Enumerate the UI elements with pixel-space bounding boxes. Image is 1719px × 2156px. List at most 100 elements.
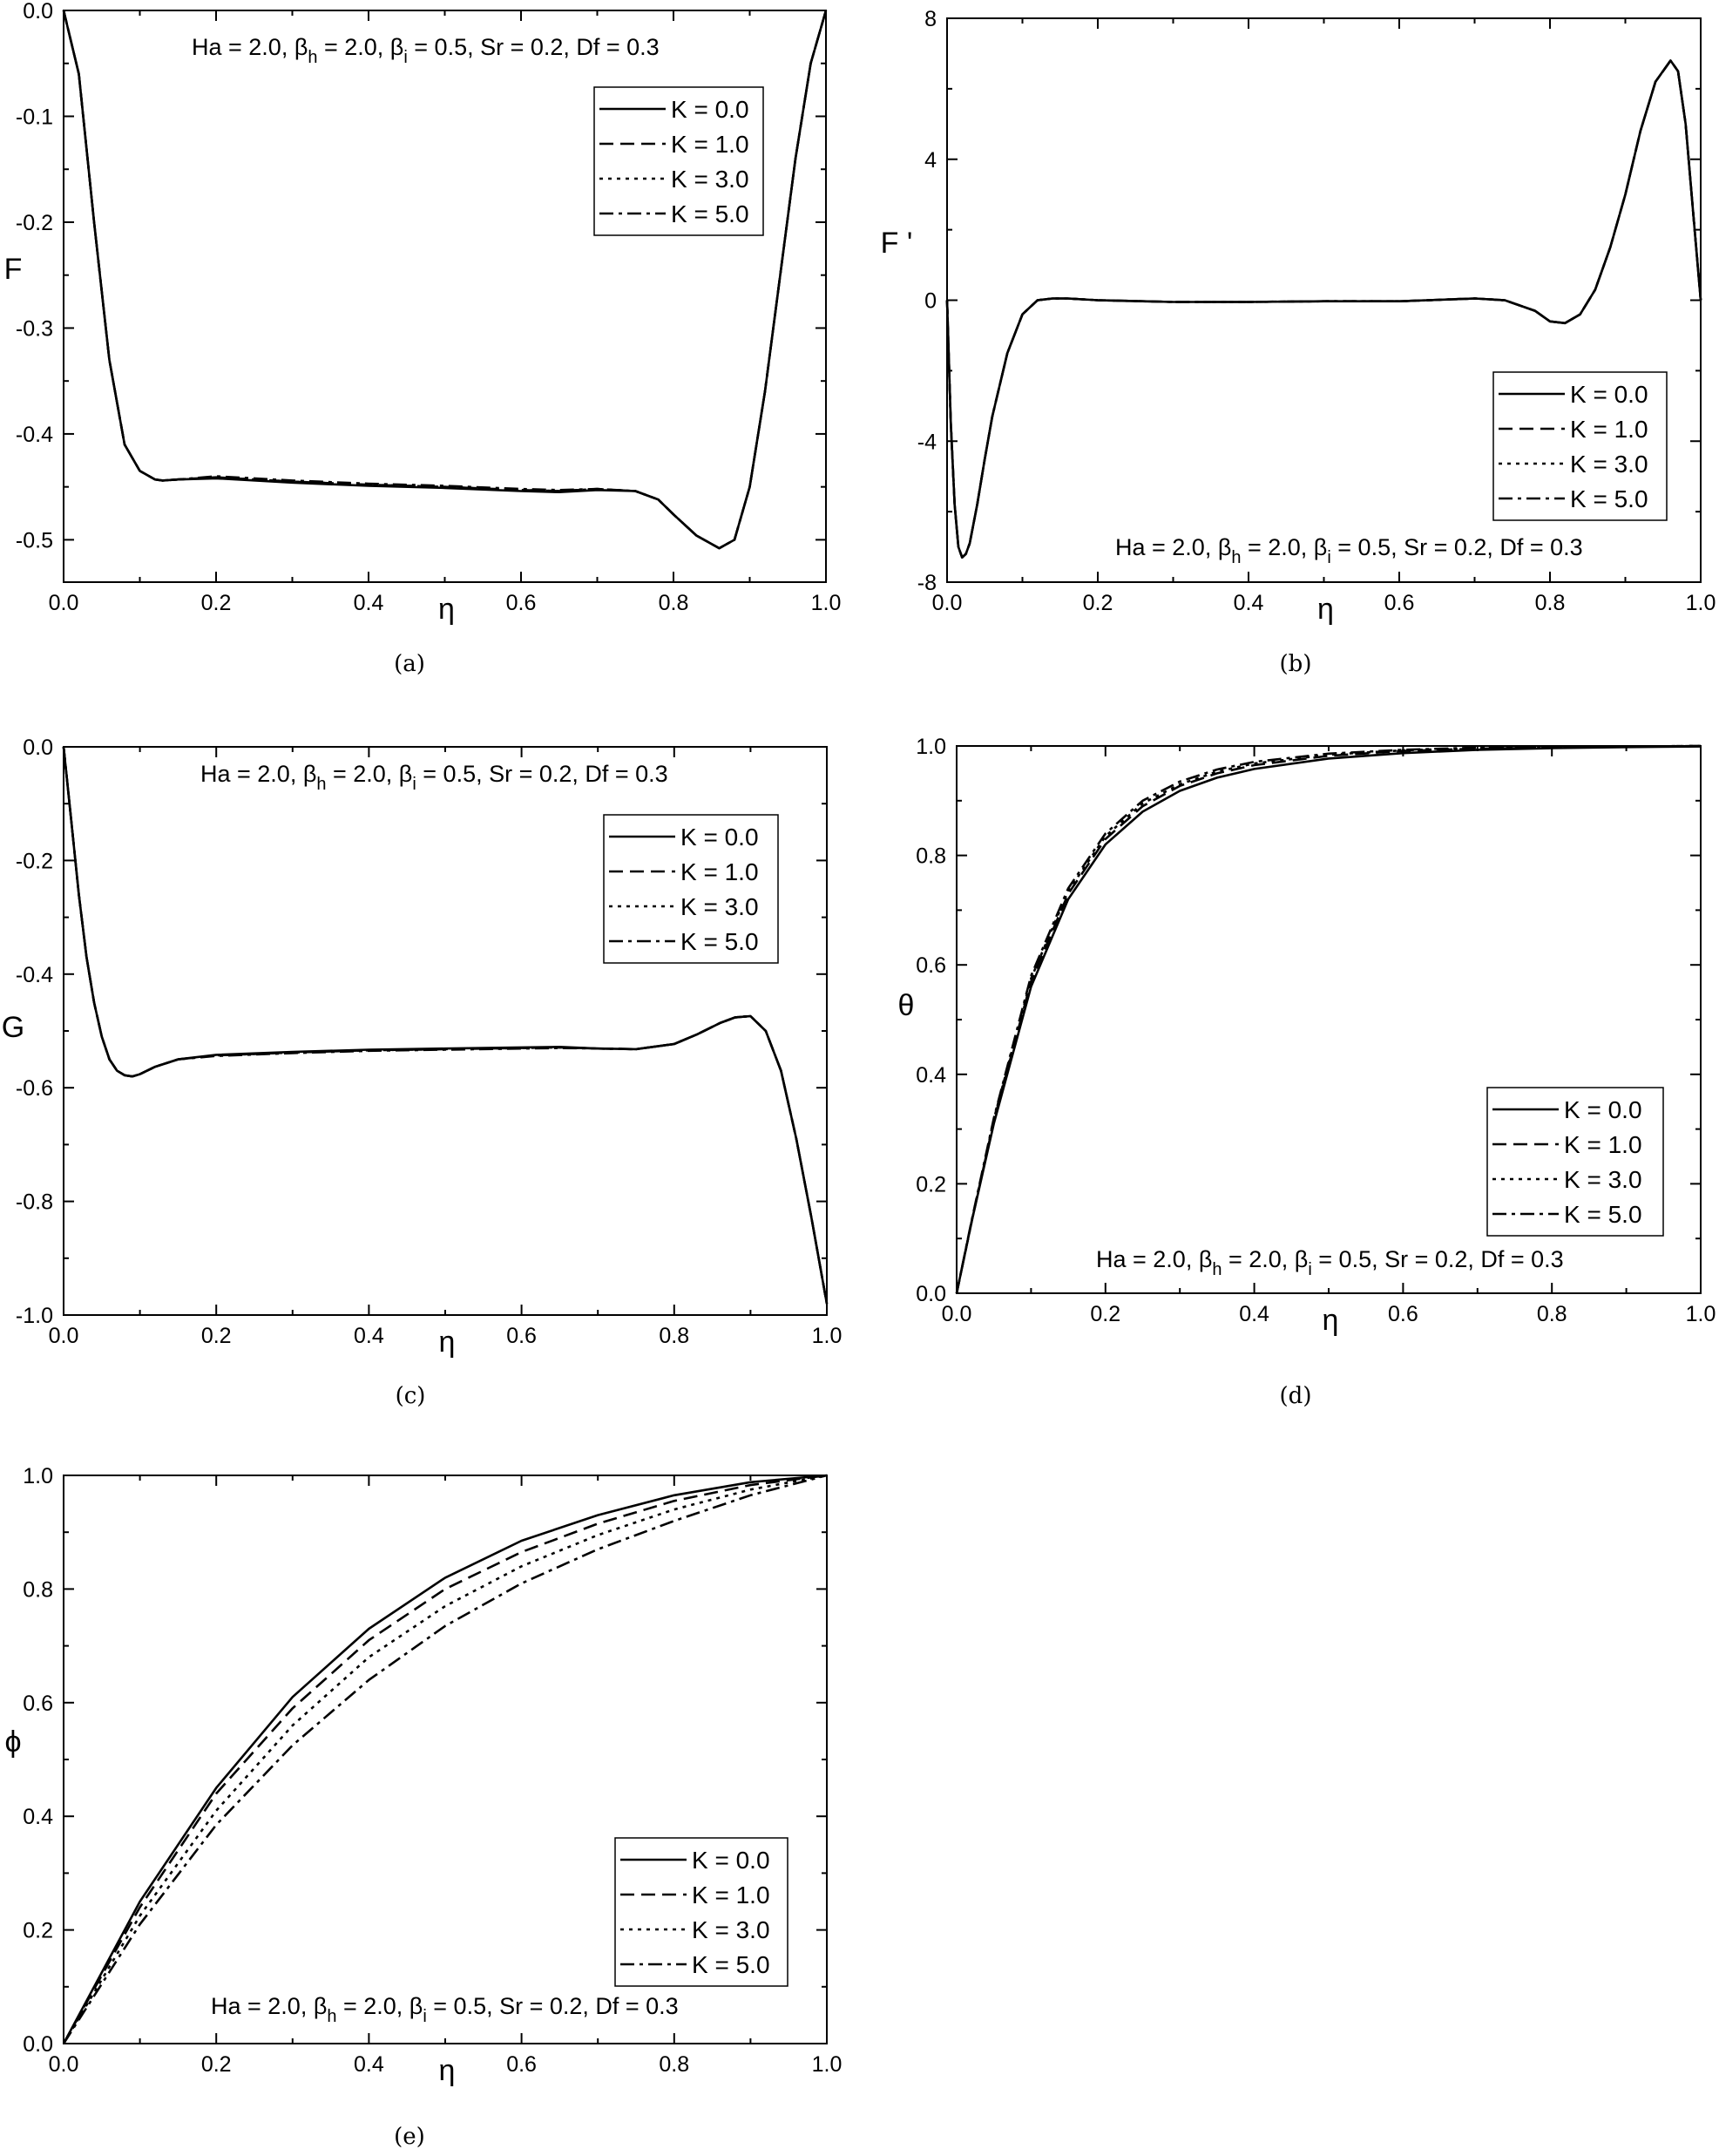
chart-panel-d: 0.0 0.2 0.4 0.6 0.8 1.0 1.0 0.8 0.6 0.4 0.2 0.0 η θ K … <box>898 735 1716 1409</box>
x-tick-label: 0.2 <box>1083 591 1113 615</box>
x-tick-label: 0.2 <box>1090 1302 1120 1326</box>
x-tick-label: 0.4 <box>354 1324 384 1348</box>
y-axis-label: F ' <box>881 227 913 260</box>
legend-label: K = 1.0 <box>671 131 749 158</box>
panel-caption: (a) <box>394 651 425 677</box>
chart-panel-a: 0.0 0.2 0.4 0.6 0.8 1.0 0.0 -0.1 -0.2 -0.3 -0.4 -0.… <box>4 0 842 677</box>
y-tick-label: 0.8 <box>23 1577 53 1602</box>
x-tick-label: 0.2 <box>201 1324 232 1348</box>
legend-label: K = 3.0 <box>1570 451 1648 478</box>
legend-label: K = 0.0 <box>671 96 749 123</box>
y-tick-label: 0.0 <box>23 2032 53 2057</box>
y-tick-label: -8 <box>917 571 937 595</box>
y-tick-label: -0.5 <box>16 528 53 553</box>
y-axis-label: ϕ <box>4 1725 21 1759</box>
legend: K = 0.0 K = 1.0 K = 3.0 K = 5.0 <box>1486 1087 1664 1237</box>
x-tick-label: 0.6 <box>1388 1302 1418 1326</box>
legend-label: K = 0.0 <box>692 1847 770 1874</box>
legend-box <box>603 814 779 964</box>
y-tick-label: 0.0 <box>23 736 53 760</box>
legend-label: K = 1.0 <box>1570 416 1648 443</box>
x-tick-label: 0.4 <box>1234 591 1264 615</box>
parameter-annotation: Ha = 2.0, βh = 2.0, βi = 0.5, Sr = 0.2, … <box>1096 1246 1564 1279</box>
panel-caption: (c) <box>396 1383 426 1409</box>
legend-label: K = 5.0 <box>680 928 759 955</box>
series-line-k3 <box>955 744 1702 1294</box>
legend-box <box>593 86 764 236</box>
y-tick-label: 0.0 <box>916 1282 946 1306</box>
legend-label: K = 3.0 <box>1564 1166 1642 1193</box>
x-axis-label: η <box>1317 593 1334 626</box>
legend-box <box>1486 1087 1664 1237</box>
y-tick-label: 0.0 <box>23 0 53 24</box>
series-line-k1 <box>955 744 1702 1294</box>
x-tick-label: 0.0 <box>49 2052 79 2077</box>
legend-label: K = 3.0 <box>692 1916 770 1943</box>
legend-label: K = 0.0 <box>680 824 759 851</box>
x-tick-label: 0.8 <box>1537 1302 1567 1326</box>
y-tick-label: 0 <box>924 289 937 314</box>
parameter-annotation: Ha = 2.0, βh = 2.0, βi = 0.5, Sr = 0.2, … <box>211 1993 679 2026</box>
y-axis-label: θ <box>898 989 915 1022</box>
x-tick-label: 0.8 <box>659 1324 689 1348</box>
x-tick-label: 1.0 <box>812 1324 843 1348</box>
x-tick-label: 0.2 <box>201 591 232 615</box>
x-tick-label: 0.6 <box>506 1324 537 1348</box>
x-tick-label: 0.2 <box>201 2052 232 2077</box>
panel-caption: (d) <box>1280 1383 1312 1409</box>
chart-panel-c: 0.0 0.2 0.4 0.6 0.8 1.0 0.0 -0.2 -0.4 -0.6 -0.8 -1.… <box>2 736 843 1409</box>
legend-label: K = 5.0 <box>1564 1201 1642 1228</box>
x-tick-label: 0.8 <box>659 591 689 615</box>
y-tick-label: 0.2 <box>23 1919 53 1943</box>
x-tick-label: 0.4 <box>1239 1302 1269 1326</box>
series-line-k2 <box>62 1474 828 2044</box>
series-line-k3 <box>945 59 1702 559</box>
legend-box <box>614 1837 788 1987</box>
series-line-k3 <box>62 746 829 1305</box>
legend-label: K = 5.0 <box>692 1951 770 1978</box>
y-tick-label: -0.4 <box>16 423 53 447</box>
chart-panel-e: 0.0 0.2 0.4 0.6 0.8 1.0 1.0 0.8 0.6 0.4 0.2 0.0 η ϕ K … <box>4 1464 842 2150</box>
x-axis-label: η <box>438 593 455 626</box>
y-axis-label: F <box>4 253 23 286</box>
x-tick-label: 1.0 <box>1686 591 1716 615</box>
x-axis-label: η <box>1323 1304 1339 1337</box>
x-tick-label: 0.8 <box>659 2052 689 2077</box>
x-axis-label: η <box>439 1325 456 1359</box>
parameter-annotation: Ha = 2.0, βh = 2.0, βi = 0.5, Sr = 0.2, … <box>192 34 660 67</box>
y-tick-label: -1.0 <box>16 1304 53 1328</box>
legend: K = 0.0 K = 1.0 K = 3.0 K = 5.0 <box>1492 371 1668 521</box>
y-tick-label: 8 <box>924 7 937 31</box>
y-tick-label: 0.6 <box>916 953 946 978</box>
x-tick-label: 0.6 <box>1384 591 1415 615</box>
legend-label: K = 5.0 <box>1570 485 1648 512</box>
y-tick-label: -0.2 <box>16 211 53 235</box>
y-tick-label: -0.8 <box>16 1190 53 1215</box>
x-tick-label: 0.6 <box>506 591 537 615</box>
legend-label: K = 1.0 <box>680 858 759 885</box>
x-tick-label: 0.8 <box>1535 591 1566 615</box>
y-tick-label: 0.2 <box>916 1172 946 1197</box>
y-tick-label: 0.8 <box>916 844 946 869</box>
x-tick-label: 0.0 <box>932 591 963 615</box>
x-tick-label: 0.0 <box>49 1324 79 1348</box>
y-tick-label: 0.4 <box>916 1063 946 1088</box>
y-tick-label: -0.4 <box>16 963 53 987</box>
y-tick-label: -4 <box>917 430 937 454</box>
x-tick-label: 0.0 <box>49 591 79 615</box>
x-axis-label: η <box>439 2054 456 2087</box>
legend: K = 0.0 K = 1.0 K = 3.0 K = 5.0 <box>614 1837 788 1987</box>
legend-label: K = 5.0 <box>671 200 749 227</box>
legend-box <box>1492 371 1668 521</box>
panel-caption: (e) <box>394 2124 425 2150</box>
y-tick-label: 4 <box>924 148 937 173</box>
legend-label: K = 0.0 <box>1564 1096 1642 1123</box>
x-tick-label: 0.0 <box>942 1302 972 1326</box>
parameter-annotation: Ha = 2.0, βh = 2.0, βi = 0.5, Sr = 0.2, … <box>200 761 668 794</box>
y-axis-label: G <box>2 1011 24 1044</box>
legend: K = 0.0 K = 1.0 K = 3.0 K = 5.0 <box>593 86 764 236</box>
series-line-k0 <box>62 1474 828 2044</box>
panel-caption: (b) <box>1280 651 1312 677</box>
